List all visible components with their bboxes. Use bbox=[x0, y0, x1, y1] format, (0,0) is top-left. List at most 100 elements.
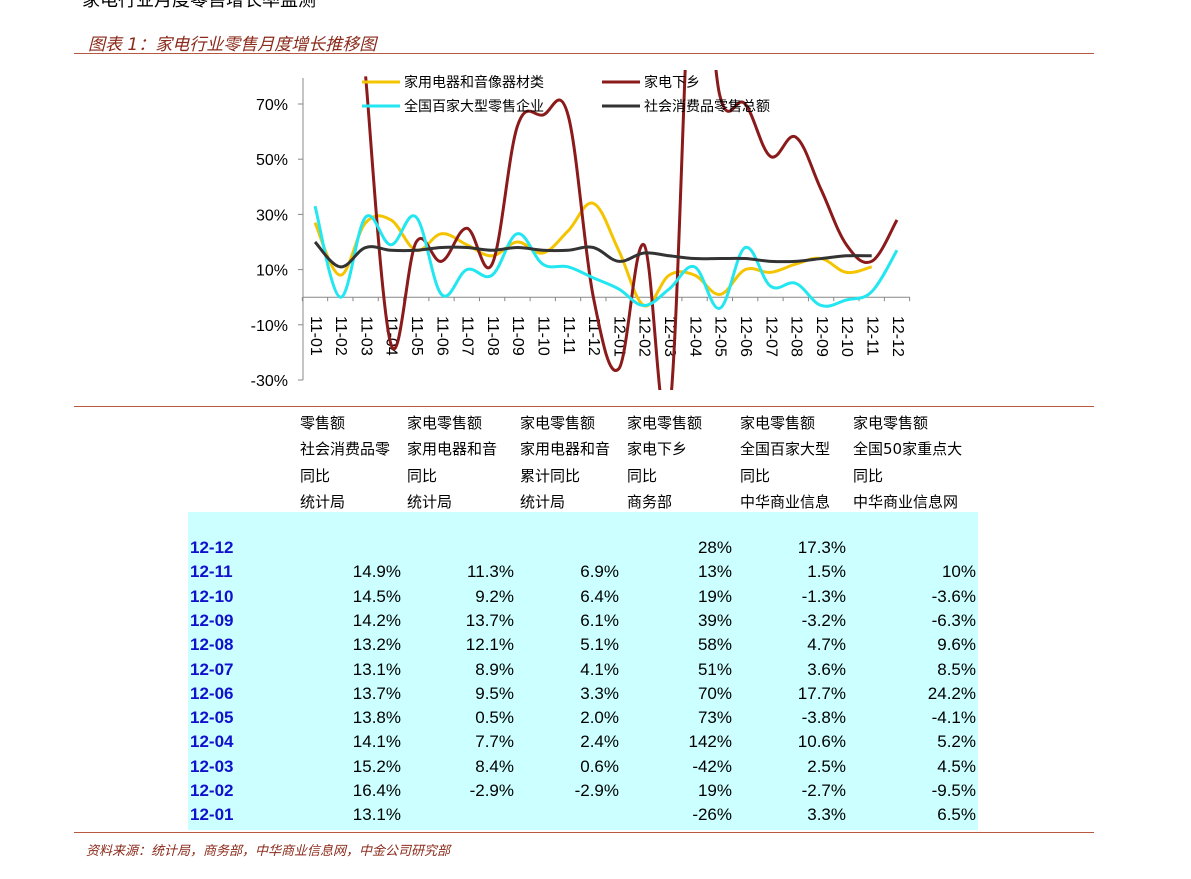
table-cell: 10% bbox=[941, 562, 976, 582]
table-cell: 9.2% bbox=[475, 586, 514, 606]
table-header-cell: 全国50家重点大 bbox=[853, 440, 963, 458]
table-header-cell: 家电零售额 bbox=[853, 414, 929, 432]
row-date: 12-12 bbox=[190, 538, 234, 557]
caption-rule bbox=[74, 53, 1094, 54]
legend-label: 家电下乡 bbox=[644, 74, 700, 91]
x-tick-label: 11-06 bbox=[433, 316, 450, 356]
row-date: 12-09 bbox=[190, 610, 234, 630]
x-tick-label: 12-07 bbox=[762, 316, 779, 357]
table-cell: 0.6% bbox=[580, 756, 619, 776]
table-header-cell: 同比 bbox=[740, 467, 771, 485]
table-header-cell: 家电下乡 bbox=[627, 440, 688, 458]
table-row: 12-06 13.7% 9.5% 3.3% 70% 17.7% 24.2% bbox=[188, 684, 978, 708]
table-cell: 24.2% bbox=[927, 683, 976, 703]
table-header-cell: 同比 bbox=[407, 467, 438, 485]
table-cell: 14.2% bbox=[352, 610, 401, 630]
table-row: 12-10 14.5% 9.2% 6.4% 19% -1.3% -3.6% bbox=[188, 587, 978, 611]
table-row: 12-12 28% 17.3% bbox=[188, 538, 978, 562]
table-cell: -42% bbox=[692, 756, 732, 776]
legend-label: 家用电器和音像器材类 bbox=[404, 74, 544, 91]
table-cell: 2.5% bbox=[807, 756, 846, 776]
table-header-cell: 统计局 bbox=[520, 493, 566, 511]
table-cell: 3.3% bbox=[807, 805, 846, 825]
chart-table-rule bbox=[74, 406, 1094, 407]
table-cell: 5.1% bbox=[580, 635, 619, 655]
table-cell: 13.7% bbox=[352, 683, 401, 703]
table-cell: 8.4% bbox=[475, 756, 514, 776]
x-tick-label: 12-02 bbox=[636, 316, 653, 357]
table-cell: -1.3% bbox=[801, 586, 846, 606]
row-date: 12-02 bbox=[190, 781, 234, 800]
y-tick-label: 10% bbox=[256, 263, 288, 280]
x-tick-label: 11-07 bbox=[459, 316, 476, 356]
x-tick-label: 11-02 bbox=[332, 316, 349, 356]
row-date: 12-07 bbox=[190, 659, 234, 679]
table-cell: 13.2% bbox=[352, 635, 401, 655]
table-header-cell: 社会消费品零 bbox=[300, 440, 391, 458]
table-header-cell: 同比 bbox=[300, 467, 331, 485]
table-cell: 19% bbox=[697, 586, 732, 606]
table-cell: 142% bbox=[688, 732, 732, 752]
table-cell: 3.6% bbox=[807, 659, 846, 679]
table-cell: 6.9% bbox=[580, 562, 619, 582]
table-cell: -3.8% bbox=[801, 708, 846, 728]
x-tick-label: 12-06 bbox=[737, 316, 754, 357]
x-tick-label: 11-09 bbox=[509, 316, 526, 356]
series-line-1 bbox=[313, 201, 873, 308]
table-header-cell: 家电零售额 bbox=[740, 414, 816, 432]
table-cell: 28% bbox=[697, 538, 732, 557]
table-cell: -2.7% bbox=[801, 781, 846, 800]
y-tick-label: 50% bbox=[256, 152, 288, 169]
table-cell: 13.8% bbox=[352, 708, 401, 728]
table-cell: -2.9% bbox=[574, 781, 619, 800]
table-cell: -2.9% bbox=[469, 781, 514, 800]
row-date: 12-10 bbox=[190, 586, 234, 606]
table-cell: -4.1% bbox=[931, 708, 976, 728]
x-tick-label: 12-05 bbox=[712, 316, 729, 357]
table-cell: 51% bbox=[697, 659, 732, 679]
table-cell: 9.5% bbox=[475, 683, 514, 703]
table-cell: 19% bbox=[697, 781, 732, 800]
table-cell: 14.1% bbox=[352, 732, 401, 752]
row-date: 12-04 bbox=[190, 732, 234, 752]
row-date: 12-11 bbox=[190, 562, 233, 582]
table-cell: 2.0% bbox=[580, 708, 619, 728]
table-cell: 13% bbox=[697, 562, 732, 582]
table-cell: 1.5% bbox=[807, 562, 846, 582]
table-cell: 4.5% bbox=[937, 756, 976, 776]
x-tick-label: 11-03 bbox=[357, 316, 374, 356]
series-line-4 bbox=[313, 240, 872, 269]
table-row: 12-05 13.8% 0.5% 2.0% 73% -3.8% -4.1% bbox=[188, 708, 978, 732]
table-header-cell: 累计同比 bbox=[520, 467, 581, 485]
table-row: 12-01 13.1% -26% 3.3% 6.5% bbox=[188, 805, 978, 829]
table-header-cell: 零售额 bbox=[300, 414, 346, 432]
table-cell: 9.6% bbox=[937, 635, 976, 655]
y-tick-label: 30% bbox=[256, 207, 288, 224]
table-cell: 13.7% bbox=[465, 610, 514, 630]
row-date: 12-05 bbox=[190, 708, 234, 728]
table-cell: 6.5% bbox=[937, 805, 976, 825]
table-header-cell: 家电零售额 bbox=[627, 414, 703, 432]
table-row: 12-11 14.9% 11.3% 6.9% 13% 1.5% 10% bbox=[188, 562, 978, 586]
table-cell: -3.2% bbox=[801, 610, 846, 630]
table-header-cell: 同比 bbox=[853, 467, 884, 485]
row-date: 12-06 bbox=[190, 683, 234, 703]
series-line-3 bbox=[313, 205, 899, 310]
table-cell: -9.5% bbox=[931, 781, 976, 800]
table-cell: 6.1% bbox=[580, 610, 619, 630]
table-cell: 4.7% bbox=[807, 635, 846, 655]
y-tick-label: -10% bbox=[251, 318, 288, 335]
table-cell: 70% bbox=[697, 683, 732, 703]
x-tick-label: 12-11 bbox=[863, 316, 880, 356]
table-row: 12-09 14.2% 13.7% 6.1% 39% -3.2% -6.3% bbox=[188, 611, 978, 635]
table-cell: 17.3% bbox=[797, 538, 846, 557]
row-date: 12-01 bbox=[190, 805, 234, 825]
table-header-cell: 统计局 bbox=[407, 493, 453, 511]
table-header-cell: 同比 bbox=[627, 467, 658, 485]
table-cell: 7.7% bbox=[475, 732, 514, 752]
table-cell: 2.4% bbox=[580, 732, 619, 752]
x-tick-label: 11-01 bbox=[307, 316, 324, 356]
table-cell: 11.3% bbox=[467, 562, 514, 582]
table-cell: -3.6% bbox=[931, 586, 976, 606]
x-tick-label: 12-10 bbox=[838, 316, 855, 357]
